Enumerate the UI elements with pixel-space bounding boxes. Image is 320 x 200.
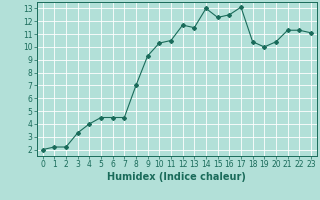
X-axis label: Humidex (Indice chaleur): Humidex (Indice chaleur) (108, 172, 246, 182)
